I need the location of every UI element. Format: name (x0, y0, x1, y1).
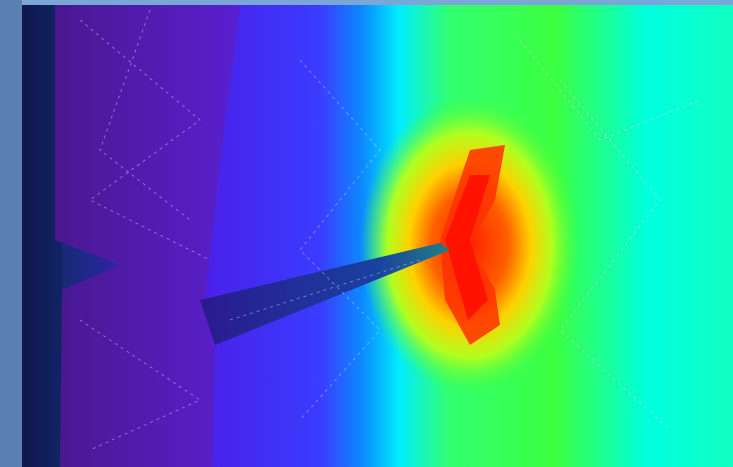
mesh-line (299, 59, 381, 421)
mesh-line (559, 79, 671, 431)
mesh-line (79, 319, 201, 451)
mesh-line (229, 259, 421, 321)
stress-core (445, 175, 490, 320)
mesh-line (79, 19, 211, 261)
mesh-line (99, 9, 191, 221)
mesh-line (519, 39, 701, 141)
top-border (22, 0, 733, 5)
stress-peak (440, 145, 505, 345)
crack-wedge (200, 243, 450, 345)
specimen-body (55, 5, 240, 467)
mesh-lines (79, 9, 701, 451)
